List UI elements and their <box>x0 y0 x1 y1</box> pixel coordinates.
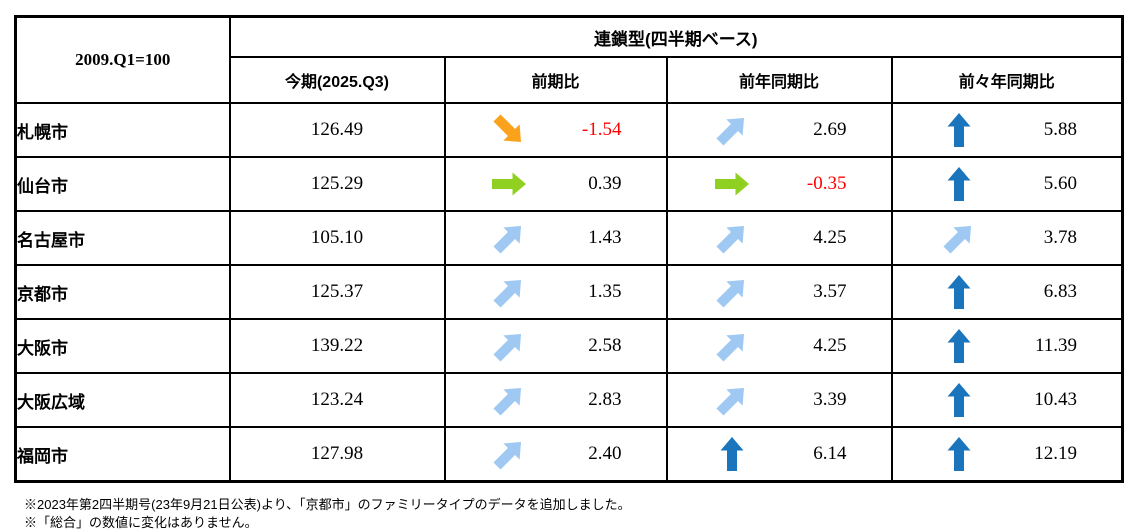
footnotes: ※2023年第2四半期号(23年9月21日公表)より、「京都市」のファミリータイ… <box>24 496 1135 532</box>
trend-arrow-icon <box>668 333 797 362</box>
qoq-cell: 2.83 <box>443 372 668 428</box>
qoq-value: 1.35 <box>588 281 622 302</box>
city-label: 名古屋市 <box>14 210 231 266</box>
qoq-cell: -1.54 <box>443 102 668 158</box>
qoq-value: 2.58 <box>588 335 622 356</box>
yo2y-value: 3.78 <box>1043 227 1078 248</box>
yoy-cell: -0.35 <box>665 156 893 212</box>
current-index-value: 126.49 <box>228 102 446 158</box>
current-index-value: 139.22 <box>228 318 446 374</box>
yo2y-value: 5.60 <box>1043 173 1078 194</box>
col-header-yo2y: 前々年同期比 <box>890 56 1124 104</box>
yoy-value: 4.25 <box>813 227 847 248</box>
yoy-cell: 2.69 <box>665 102 893 158</box>
city-label: 福岡市 <box>14 426 231 483</box>
index-base-label: 2009.Q1=100 <box>14 15 231 104</box>
yoy-value: 2.69 <box>813 119 847 140</box>
trend-arrow-icon <box>446 279 574 308</box>
yoy-cell: 3.39 <box>665 372 893 428</box>
trend-arrow-icon <box>893 275 1026 309</box>
yoy-value: 4.25 <box>813 335 847 356</box>
current-index-value: 123.24 <box>228 372 446 428</box>
table-row-nagoya: 名古屋市 105.10 1.43 4.25 3.78 <box>14 210 1124 266</box>
yo2y-cell: 6.83 <box>890 264 1124 320</box>
qoq-value: -1.54 <box>581 119 622 140</box>
yo2y-cell: 12.19 <box>890 426 1124 483</box>
qoq-cell: 2.58 <box>443 318 668 374</box>
trend-arrow-icon <box>446 387 574 416</box>
qoq-cell: 2.40 <box>443 426 668 483</box>
city-label: 仙台市 <box>14 156 231 212</box>
yo2y-value: 10.43 <box>1034 389 1078 410</box>
yoy-value: 6.14 <box>813 443 847 464</box>
trend-arrow-icon <box>893 383 1026 417</box>
trend-arrow-icon <box>668 225 797 254</box>
table-row-osaka-area: 大阪広域 123.24 2.83 3.39 10.43 <box>14 372 1124 428</box>
city-label: 大阪市 <box>14 318 231 374</box>
footnote-line-1: ※2023年第2四半期号(23年9月21日公表)より、「京都市」のファミリータイ… <box>24 497 631 512</box>
current-index-value: 125.29 <box>228 156 446 212</box>
yo2y-value: 5.88 <box>1043 119 1078 140</box>
trend-arrow-icon <box>668 171 797 197</box>
yo2y-cell: 10.43 <box>890 372 1124 428</box>
city-label: 札幌市 <box>14 102 231 158</box>
qoq-cell: 0.39 <box>443 156 668 212</box>
trend-arrow-icon <box>446 171 574 197</box>
col-header-current-period: 今期(2025.Q3) <box>228 56 446 104</box>
yoy-cell: 3.57 <box>665 264 893 320</box>
yo2y-cell: 5.60 <box>890 156 1124 212</box>
trend-arrow-icon <box>446 441 574 470</box>
yoy-cell: 4.25 <box>665 318 893 374</box>
qoq-cell: 1.43 <box>443 210 668 266</box>
yo2y-value: 12.19 <box>1034 443 1078 464</box>
qoq-cell: 1.35 <box>443 264 668 320</box>
group-header: 連鎖型(四半期ベース) <box>228 15 1124 58</box>
yoy-value: 3.57 <box>813 281 847 302</box>
current-index-value: 125.37 <box>228 264 446 320</box>
trend-arrow-icon <box>446 333 574 362</box>
qoq-value: 2.83 <box>588 389 622 410</box>
qoq-value: 2.40 <box>588 443 622 464</box>
trend-arrow-icon <box>893 225 1026 254</box>
trend-arrow-icon <box>893 113 1026 147</box>
qoq-value: 1.43 <box>588 227 622 248</box>
table-row-kyoto: 京都市 125.37 1.35 3.57 6.83 <box>14 264 1124 320</box>
col-header-qoq: 前期比 <box>443 56 668 104</box>
trend-arrow-icon <box>668 279 797 308</box>
trend-arrow-icon <box>893 329 1026 363</box>
col-header-yoy: 前年同期比 <box>665 56 893 104</box>
trend-arrow-icon <box>668 387 797 416</box>
table-row-fukuoka: 福岡市 127.98 2.40 6.14 12.19 <box>14 426 1124 483</box>
table-row-sapporo: 札幌市 126.49 -1.54 2.69 5.88 <box>14 102 1124 158</box>
trend-arrow-icon <box>893 437 1026 471</box>
city-label: 大阪広域 <box>14 372 231 428</box>
trend-arrow-icon <box>668 117 797 146</box>
trend-arrow-icon <box>446 114 574 143</box>
yo2y-cell: 3.78 <box>890 210 1124 266</box>
trend-arrow-icon <box>446 225 574 254</box>
price-index-table: 2009.Q1=100 連鎖型(四半期ベース) 今期(2025.Q3) 前期比 … <box>14 15 1125 483</box>
yo2y-cell: 5.88 <box>890 102 1124 158</box>
yoy-cell: 6.14 <box>665 426 893 483</box>
yo2y-value: 11.39 <box>1035 335 1078 356</box>
yo2y-cell: 11.39 <box>890 318 1124 374</box>
yoy-value: -0.35 <box>806 173 847 194</box>
table-row-sendai: 仙台市 125.29 0.39 -0.35 5.60 <box>14 156 1124 212</box>
city-label: 京都市 <box>14 264 231 320</box>
trend-arrow-icon <box>668 437 797 471</box>
trend-arrow-icon <box>893 167 1026 201</box>
yoy-value: 3.39 <box>813 389 847 410</box>
yoy-cell: 4.25 <box>665 210 893 266</box>
current-index-value: 105.10 <box>228 210 446 266</box>
footnote-line-2: ※「総合」の数値に変化はありません。 <box>24 515 258 530</box>
qoq-value: 0.39 <box>588 173 622 194</box>
yo2y-value: 6.83 <box>1043 281 1078 302</box>
table-row-osaka-city: 大阪市 139.22 2.58 4.25 11.39 <box>14 318 1124 374</box>
current-index-value: 127.98 <box>228 426 446 483</box>
